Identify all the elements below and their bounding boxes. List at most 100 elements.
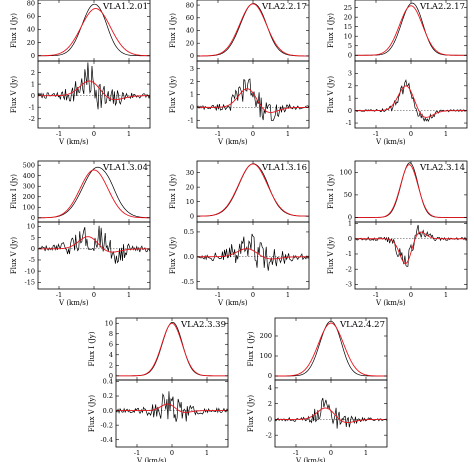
stokes-i-ytick-label: 100 [340,168,352,176]
stokes-v-ytick-label: 1 [190,91,194,99]
xtick-label: 1 [286,291,290,299]
panel-title: VLA1.2.01 [102,2,148,12]
xtick-label: 0 [409,291,413,299]
stokes-i-ylabel: Flux I (Jy) [327,13,335,48]
stokes-v-ylabel: Flux V (Jy) [247,395,255,433]
stokes-i-ytick-label: 40 [27,26,35,34]
stokes-v-model-line [355,85,467,118]
stokes-v-observed-line [38,225,150,264]
stokes-v-model-line [197,248,309,260]
stokes-i-ylabel: Flux I (Jy) [247,331,255,366]
stokes-v-ylabel: Flux V (Jy) [169,237,177,275]
stokes-i-ytick-label: 20 [186,39,194,47]
xtick-label: 1 [286,130,290,138]
stokes-i-observed-line [38,3,150,57]
stokes-v-ytick-label: 1 [348,94,352,102]
stokes-v-frame [354,221,468,290]
stokes-v-ytick-label: -1 [188,116,194,124]
stokes-v-ytick-label: 10 [27,223,35,231]
xtick-label: -1 [56,130,62,138]
xtick-label: 1 [205,449,209,457]
stokes-v-ytick-label: -10 [25,267,35,275]
stokes-i-ytick-label: 10 [105,319,113,327]
panel-title: VLA2.2.17 [261,2,307,12]
stokes-i-ytick-label: 500 [23,161,35,169]
stokes-v-ytick-label: 0.0 [184,253,194,261]
stokes-v-ytick-label: 1 [31,80,35,88]
stokes-v-observed-line [355,224,467,267]
stokes-v-model-line [38,80,150,101]
xtick-label: -1 [373,130,379,138]
panel-title: VLA2.2.17 [419,2,465,12]
xlabel: V (km/s) [375,299,406,307]
stokes-i-ytick-label: 50 [344,191,352,199]
stokes-v-ytick-label: -1 [346,119,352,127]
stokes-i-ylabel: Flux I (Jy) [169,13,177,48]
stokes-v-observed-line [197,233,309,271]
stokes-i-model-line [37,169,151,219]
stokes-i-model-line [197,3,309,57]
stokes-v-frame [37,221,151,290]
stokes-i-ytick-label: 200 [260,332,272,340]
stokes-v-ylabel: Flux V (Jy) [88,395,96,433]
stokes-v-ytick-label: 2 [190,78,194,86]
panel-1: 0 20 40 60 80 Flux I (Jy) VLA2.2.17 -1 0 1 2 3 -1 0 1 F… [169,0,310,146]
stokes-i-ytick-label: 0 [268,372,272,380]
xtick-label: 0 [329,449,333,457]
stokes-i-ytick-label: 20 [186,183,194,191]
stokes-i-observed-line [116,321,228,377]
xtick-label: -1 [373,291,379,299]
stokes-i-ytick-label: 10 [186,198,194,206]
xlabel: V (km/s) [58,138,89,146]
stokes-v-ytick-label: 0 [31,245,35,253]
stokes-v-ytick-label: 2 [268,400,272,408]
stokes-v-ytick-label: 2 [31,69,35,77]
stokes-v-ytick-label: -0.4 [100,436,113,444]
stokes-i-ytick-label: 60 [27,13,35,21]
stokes-i-ytick-label: 4 [109,351,113,359]
stokes-i-ylabel: Flux I (Jy) [10,174,18,209]
stokes-v-ytick-label: 1 [348,220,352,228]
stokes-i-model-line [38,8,151,57]
panel-title: VLA1.3.16 [261,163,307,173]
stokes-v-ytick-label: 0.4 [103,378,113,386]
panel-title: VLA2.3.14 [419,163,465,173]
stokes-v-ytick-label: -2 [346,265,352,273]
stokes-v-ytick-label: -1 [29,103,35,111]
stokes-v-ytick-label: 2 [348,82,352,90]
stokes-i-model-line [355,164,467,218]
stokes-v-ylabel: Flux V (Jy) [327,237,335,275]
stokes-v-observed-line [38,62,150,110]
stokes-i-ytick-label: 300 [23,182,35,190]
stokes-i-ytick-label: 0 [190,52,194,60]
stokes-i-observed-line [275,320,387,377]
xtick-label: -1 [215,291,221,299]
xtick-label: 1 [364,449,368,457]
xtick-label: -1 [56,291,62,299]
stokes-v-ytick-label: -2 [29,115,35,123]
stokes-i-observed-line [38,166,151,219]
xlabel: V (km/s) [295,457,326,462]
stokes-v-observed-line [116,391,228,422]
stokes-v-ytick-label: 0 [348,235,352,243]
xtick-label: 1 [127,291,131,299]
stokes-v-ytick-label: -0.2 [100,421,113,429]
xtick-label: 0 [409,130,413,138]
stokes-i-model-line [275,322,387,377]
stokes-i-ytick-label: 2 [109,361,113,369]
xlabel: V (km/s) [58,299,89,307]
stokes-v-observed-line [197,78,309,122]
stokes-v-ytick-label: -0.5 [181,278,194,286]
stokes-i-ytick-label: 0 [348,51,352,59]
xtick-label: 1 [127,130,131,138]
stokes-v-model-line [38,236,150,253]
stokes-i-ytick-label: 60 [186,14,194,22]
xtick-label: 0 [92,130,96,138]
stokes-v-observed-line [355,79,467,123]
stokes-v-ytick-label: -5 [29,256,35,264]
stokes-i-ytick-label: 20 [344,13,352,21]
stokes-i-ytick-label: 400 [23,172,35,180]
stokes-i-ytick-label: 20 [27,39,35,47]
stokes-i-ytick-label: 15 [344,23,352,31]
